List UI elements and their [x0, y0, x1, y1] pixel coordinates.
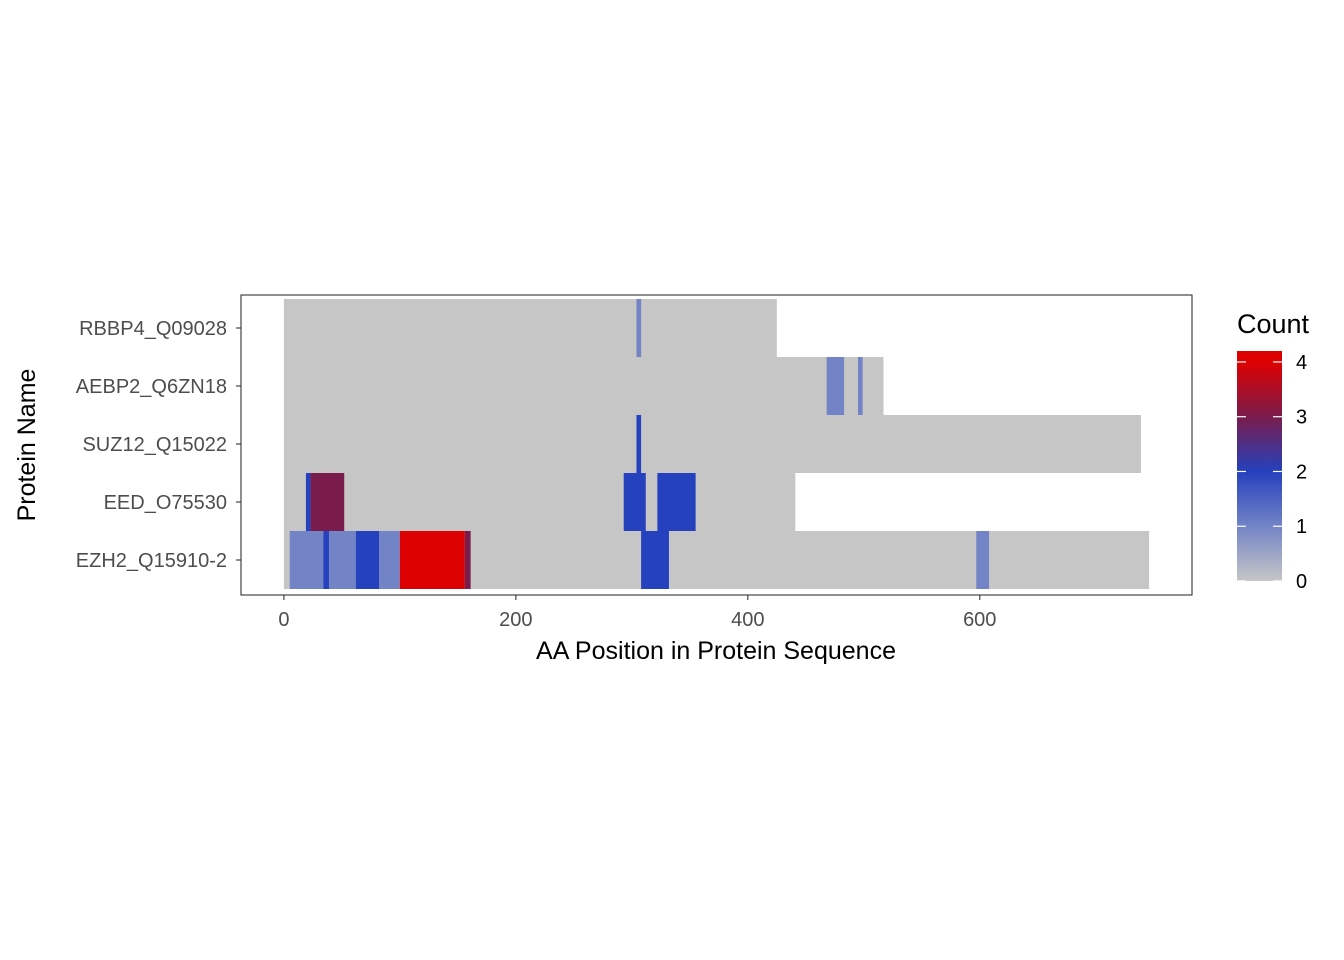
- legend-ticks: 0 1 2 3 4: [1237, 352, 1307, 593]
- protein-base-bar: [283, 357, 884, 415]
- x-tick-label: 600: [963, 609, 996, 631]
- y-axis-title: Protein Name: [13, 369, 41, 522]
- count-segment: [323, 531, 330, 589]
- count-segment: [305, 473, 311, 531]
- y-tick-label: AEBP2_Q6ZN18: [76, 376, 227, 398]
- x-axis: 0 200 400 600: [278, 595, 996, 631]
- count-segment: [379, 531, 400, 589]
- x-axis-title: AA Position in Protein Sequence: [536, 637, 896, 665]
- y-axis: RBBP4_Q09028 AEBP2_Q6ZN18 SUZ12_Q15022 EED_…: [76, 318, 241, 572]
- legend-tick-label: 1: [1296, 516, 1307, 538]
- legend-tick-label: 4: [1296, 352, 1307, 374]
- x-tick-label: 400: [731, 609, 764, 631]
- count-segment: [636, 299, 642, 357]
- legend-tick-label: 2: [1296, 461, 1307, 483]
- count-segment: [636, 415, 642, 473]
- legend-tick-label: 3: [1296, 407, 1307, 429]
- count-segment: [976, 531, 990, 589]
- protein-base-bar: [283, 415, 1141, 473]
- panel-border: [240, 294, 1193, 596]
- y-tick-label: RBBP4_Q09028: [79, 318, 227, 340]
- y-tick-label: EZH2_Q15910-2: [76, 550, 227, 572]
- count-segment: [623, 473, 646, 531]
- count-segment: [857, 357, 863, 415]
- count-segment: [399, 531, 465, 589]
- count-segment: [355, 531, 380, 589]
- legend-tick-label: 0: [1296, 571, 1307, 593]
- count-segment: [289, 531, 324, 589]
- legend: Count 0 1 2 3 4: [1237, 309, 1310, 593]
- x-tick-label: 200: [499, 609, 532, 631]
- protein-base-bar: [283, 299, 777, 357]
- protein-base-bar: [283, 473, 796, 531]
- bars-layer: [283, 299, 1150, 589]
- legend-colorbar: [1237, 351, 1282, 581]
- legend-title: Count: [1237, 309, 1310, 339]
- count-segment: [464, 531, 471, 589]
- count-segment: [657, 473, 696, 531]
- count-segment: [826, 357, 845, 415]
- count-segment: [641, 531, 669, 589]
- x-tick-label: 0: [278, 609, 289, 631]
- count-segment: [329, 531, 356, 589]
- count-segment: [310, 473, 345, 531]
- y-tick-label: EED_O75530: [104, 492, 227, 514]
- y-tick-label: SUZ12_Q15022: [82, 434, 227, 456]
